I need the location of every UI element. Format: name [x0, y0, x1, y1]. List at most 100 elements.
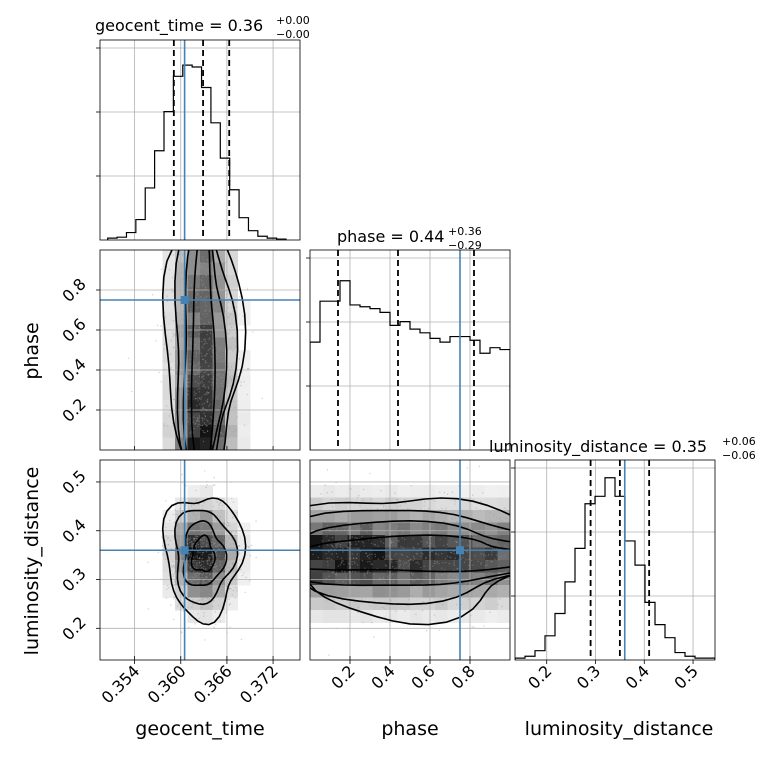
density-cell-luminosity_distance-vs-phase	[385, 535, 398, 548]
scatter-point-phase-vs-geocent_time	[172, 254, 174, 256]
scatter-point-luminosity_distance-vs-geocent_time	[193, 537, 195, 540]
scatter-point-luminosity_distance-vs-geocent_time	[236, 512, 238, 514]
scatter-point-luminosity_distance-vs-phase	[495, 554, 498, 556]
scatter-point-phase-vs-geocent_time	[196, 419, 198, 422]
scatter-point-luminosity_distance-vs-phase	[325, 553, 328, 555]
density-cell-luminosity_distance-vs-phase	[310, 560, 323, 573]
scatter-point-luminosity_distance-vs-geocent_time	[205, 572, 207, 575]
scatter-point-luminosity_distance-vs-geocent_time	[168, 587, 170, 589]
scatter-point-phase-vs-geocent_time	[229, 331, 231, 333]
scatter-point-phase-vs-geocent_time	[198, 352, 200, 354]
scatter-point-phase-vs-geocent_time	[207, 374, 209, 377]
scatter-point-phase-vs-geocent_time	[212, 301, 215, 304]
scatter-point-luminosity_distance-vs-geocent_time	[221, 504, 224, 507]
scatter-point-luminosity_distance-vs-phase	[367, 555, 369, 557]
scatter-point-luminosity_distance-vs-geocent_time	[189, 566, 191, 568]
scatter-point-luminosity_distance-vs-phase	[420, 555, 422, 557]
scatter-point-phase-vs-geocent_time	[200, 331, 203, 333]
scatter-point-luminosity_distance-vs-phase	[405, 562, 408, 564]
scatter-point-phase-vs-geocent_time	[212, 349, 214, 352]
scatter-point-luminosity_distance-vs-geocent_time	[231, 517, 234, 519]
scatter-point-luminosity_distance-vs-geocent_time	[181, 570, 183, 573]
scatter-point-luminosity_distance-vs-phase	[342, 526, 344, 529]
scatter-point-phase-vs-geocent_time	[201, 376, 203, 378]
scatter-point-phase-vs-geocent_time	[202, 262, 205, 265]
scatter-point-phase-vs-geocent_time	[193, 257, 195, 259]
scatter-point-luminosity_distance-vs-geocent_time	[221, 566, 223, 569]
scatter-point-luminosity_distance-vs-phase	[400, 553, 403, 555]
scatter-point-luminosity_distance-vs-phase	[361, 535, 363, 538]
scatter-point-luminosity_distance-vs-phase	[327, 519, 329, 521]
scatter-point-luminosity_distance-vs-phase	[377, 558, 380, 560]
scatter-point-luminosity_distance-vs-geocent_time	[194, 537, 196, 540]
title-geocent_time-minus: −0.00	[276, 28, 310, 41]
scatter-point-phase-vs-geocent_time	[174, 334, 176, 336]
density-cell-phase-vs-geocent_time	[200, 425, 213, 438]
density-cell-luminosity_distance-vs-phase	[347, 522, 361, 536]
scatter-point-luminosity_distance-vs-geocent_time	[209, 572, 212, 575]
scatter-point-luminosity_distance-vs-phase	[420, 552, 423, 554]
scatter-point-luminosity_distance-vs-phase	[398, 559, 401, 561]
scatter-point-phase-vs-geocent_time	[174, 416, 177, 418]
scatter-point-luminosity_distance-vs-phase	[425, 630, 428, 632]
scatter-point-phase-vs-geocent_time	[203, 422, 206, 424]
scatter-point-luminosity_distance-vs-phase	[395, 560, 397, 563]
scatter-point-luminosity_distance-vs-geocent_time	[202, 561, 205, 563]
scatter-point-phase-vs-geocent_time	[216, 354, 218, 357]
scatter-point-phase-vs-geocent_time	[227, 316, 229, 318]
scatter-point-luminosity_distance-vs-phase	[437, 577, 439, 580]
scatter-point-luminosity_distance-vs-geocent_time	[220, 509, 223, 511]
scatter-point-phase-vs-geocent_time	[202, 347, 204, 349]
scatter-point-luminosity_distance-vs-geocent_time	[227, 524, 230, 527]
scatter-point-phase-vs-geocent_time	[173, 303, 175, 305]
density-cell-luminosity_distance-vs-geocent_time	[187, 585, 201, 598]
density-cell-luminosity_distance-vs-phase	[447, 585, 461, 598]
density-cell-phase-vs-geocent_time	[187, 400, 201, 413]
density-cell-luminosity_distance-vs-phase	[410, 585, 423, 598]
density-cell-luminosity_distance-vs-phase	[447, 597, 461, 611]
scatter-point-luminosity_distance-vs-phase	[360, 528, 362, 530]
scatter-point-phase-vs-geocent_time	[186, 282, 188, 285]
scatter-point-luminosity_distance-vs-geocent_time	[196, 567, 198, 569]
scatter-point-luminosity_distance-vs-geocent_time	[194, 540, 196, 542]
scatter-point-luminosity_distance-vs-phase	[426, 541, 428, 544]
scatter-point-luminosity_distance-vs-geocent_time	[201, 525, 203, 528]
scatter-point-luminosity_distance-vs-geocent_time	[222, 590, 224, 592]
scatter-point-luminosity_distance-vs-geocent_time	[173, 572, 176, 574]
scatter-point-phase-vs-geocent_time	[194, 365, 196, 367]
ytick-label-luminosity_distance-3: 0.5	[58, 466, 89, 497]
scatter-point-luminosity_distance-vs-geocent_time	[224, 572, 226, 574]
scatter-point-luminosity_distance-vs-phase	[366, 588, 369, 591]
scatter-point-luminosity_distance-vs-geocent_time	[179, 508, 181, 510]
scatter-point-luminosity_distance-vs-geocent_time	[192, 603, 194, 605]
scatter-point-luminosity_distance-vs-phase	[497, 555, 499, 558]
scatter-point-luminosity_distance-vs-phase	[423, 565, 425, 568]
scatter-point-phase-vs-geocent_time	[208, 295, 211, 297]
scatter-point-phase-vs-geocent_time	[207, 259, 209, 261]
scatter-point-phase-vs-geocent_time	[151, 293, 154, 296]
scatter-point-luminosity_distance-vs-phase	[361, 559, 364, 562]
scatter-point-luminosity_distance-vs-geocent_time	[193, 537, 196, 539]
scatter-point-luminosity_distance-vs-phase	[326, 510, 328, 512]
scatter-point-luminosity_distance-vs-phase	[390, 540, 393, 543]
density-cell-luminosity_distance-vs-phase	[497, 560, 510, 573]
density-cell-phase-vs-geocent_time	[162, 425, 176, 438]
scatter-point-phase-vs-geocent_time	[215, 339, 218, 341]
scatter-point-luminosity_distance-vs-geocent_time	[195, 586, 197, 588]
scatter-point-luminosity_distance-vs-geocent_time	[200, 518, 202, 520]
density-cell-luminosity_distance-vs-phase	[410, 572, 423, 586]
scatter-point-phase-vs-geocent_time	[201, 355, 203, 357]
density-cell-luminosity_distance-vs-phase	[410, 522, 423, 536]
scatter-point-luminosity_distance-vs-phase	[425, 556, 427, 559]
scatter-point-phase-vs-geocent_time	[221, 423, 223, 425]
scatter-point-luminosity_distance-vs-geocent_time	[213, 542, 215, 544]
scatter-point-phase-vs-geocent_time	[177, 324, 179, 326]
scatter-point-phase-vs-geocent_time	[206, 430, 209, 433]
scatter-point-phase-vs-geocent_time	[188, 259, 191, 262]
scatter-point-luminosity_distance-vs-geocent_time	[173, 596, 175, 598]
scatter-point-phase-vs-geocent_time	[208, 337, 211, 339]
scatter-point-luminosity_distance-vs-phase	[397, 506, 399, 508]
scatter-point-luminosity_distance-vs-geocent_time	[161, 536, 163, 539]
scatter-point-phase-vs-geocent_time	[205, 309, 207, 312]
density-cell-luminosity_distance-vs-phase	[335, 497, 348, 511]
